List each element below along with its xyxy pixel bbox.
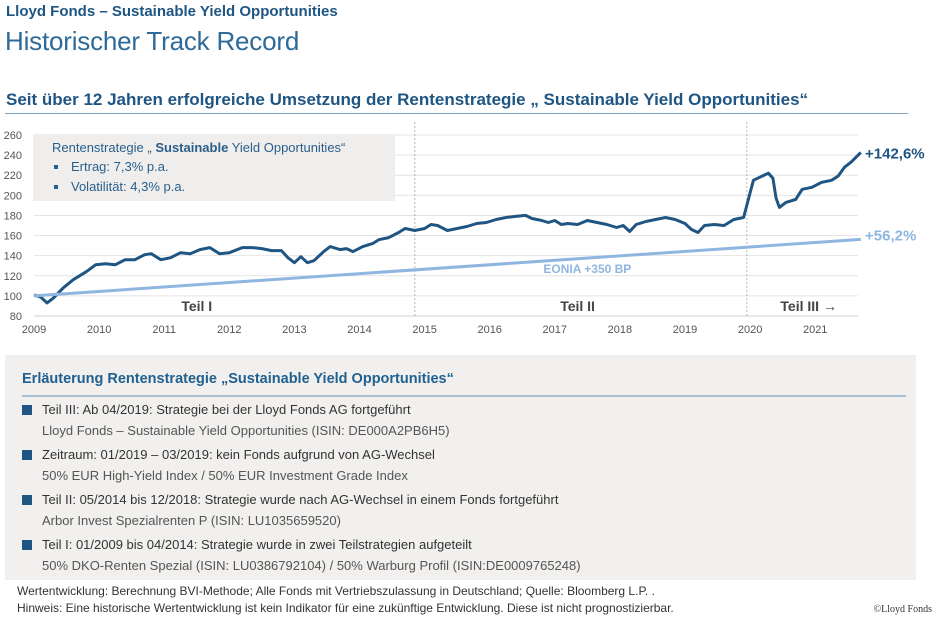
info-box-title: Rentenstrategie „ Sustainable Yield Oppo… [52,140,346,155]
y-tick-label: 260 [4,130,22,142]
period-label: Teil II [560,298,595,314]
period-label: Teil III → [780,298,837,314]
explanation-panel: Erläuterung Rentenstrategie „Sustainable… [5,355,916,580]
section-divider [5,113,908,114]
strategy-info-box: Rentenstrategie „ Sustainable Yield Oppo… [33,134,395,201]
y-tick-label: 160 [4,231,22,243]
x-axis-ticks: 2009 2010 2011 2012 2013 2014 2015 2016 2017 2018… [22,324,828,336]
explanation-title: Erläuterung Rentenstrategie „Sustainable… [22,371,454,387]
x-tick-label: 2011 [152,324,176,336]
y-tick-label: 180 [4,210,22,222]
y-tick-label: 220 [4,170,22,182]
eonia-end-label: +56,2% [865,227,916,244]
x-tick-label: 2014 [347,324,371,336]
square-bullet-icon [22,495,32,505]
footnote-methodology: Wertentwicklung: Berechnung BVI-Methode;… [17,584,655,598]
x-tick-label: 2013 [282,324,306,336]
y-tick-label: 240 [4,150,22,162]
x-tick-label: 2019 [673,324,697,336]
x-tick-label: 2016 [477,324,501,336]
y-tick-label: 100 [4,291,22,303]
eonia-line [33,237,861,298]
y-axis-ticks: 80 100 120 140 160 180 200 220 240 260 [4,130,22,323]
page-title: Historischer Track Record [5,26,300,56]
copyright: ©Lloyd Fonds [873,604,932,615]
x-tick-label: 2017 [543,324,567,336]
eonia-series-label: EONIA +350 BP [543,262,631,276]
info-volatility: Volatilität: 4,3% p.a. [53,179,186,194]
x-tick-label: 2015 [412,324,436,336]
square-bullet-icon [22,540,32,550]
square-bullet-icon [22,450,32,460]
chart-labels: Teil I Teil II Teil III → EONIA +350 BP +142… [181,145,924,314]
chart-lines [33,151,862,305]
info-return: Ertrag: 7,3% p.a. [54,159,169,174]
x-tick-label: 2021 [803,324,827,336]
x-tick-label: 2020 [738,324,762,336]
x-tick-label: 2009 [22,324,46,336]
x-tick-label: 2010 [87,324,111,336]
y-tick-label: 140 [4,251,22,263]
y-tick-label: 120 [4,271,22,283]
footnote-disclaimer: Hinweis: Eine historische Wertentwicklun… [17,601,674,615]
square-bullet-icon [22,405,32,415]
x-tick-label: 2012 [217,324,241,336]
section-title: Seit über 12 Jahren erfolgreiche Umsetzu… [6,90,809,109]
period-label: Teil I [181,298,212,314]
y-tick-label: 200 [4,190,22,202]
explanation-divider [22,395,906,397]
y-tick-label: 80 [10,311,22,323]
kicker-title: Lloyd Fonds – Sustainable Yield Opportun… [6,3,338,20]
strategy-line [33,151,862,305]
period-dividers [414,122,748,316]
strategy-end-label: +142,6% [865,145,925,162]
x-tick-label: 2018 [608,324,632,336]
